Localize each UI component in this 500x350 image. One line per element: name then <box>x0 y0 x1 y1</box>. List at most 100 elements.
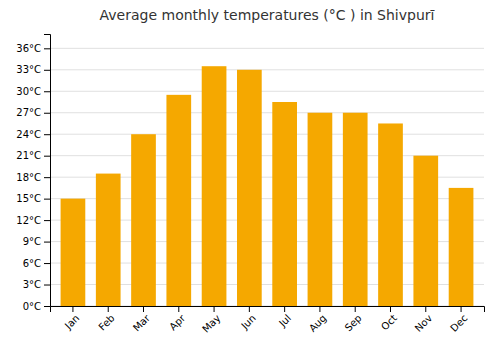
tick: 6°C <box>23 258 50 269</box>
axis-line <box>44 35 51 307</box>
tick-mark <box>214 306 215 312</box>
tick-mark <box>461 306 462 312</box>
tick-label: 27°C <box>16 107 41 118</box>
tick-label: Jun <box>238 312 258 332</box>
tick-mark <box>425 306 426 312</box>
bar <box>449 188 474 306</box>
grid-line <box>50 112 484 113</box>
tick-mark <box>44 242 50 243</box>
tick: Jan <box>62 306 81 332</box>
grid-line <box>50 91 484 92</box>
grid <box>50 48 484 306</box>
tick-label: 0°C <box>23 301 41 312</box>
tick-label: Aug <box>307 312 329 334</box>
x-axis: Jan Feb Mar Apr May Jun Jul Aug Sep Oct Nov Dec <box>51 306 485 335</box>
grid-line <box>50 69 484 70</box>
bar <box>272 102 297 306</box>
tick-label: Jul <box>276 312 293 329</box>
bar <box>202 66 227 306</box>
tick-mark <box>178 306 179 312</box>
tick-mark <box>44 285 50 286</box>
tick-label: Mar <box>131 312 153 334</box>
tick: 12°C <box>16 215 50 226</box>
tick-label: May <box>200 312 222 334</box>
grid-line <box>50 48 484 49</box>
tick-label: 21°C <box>16 150 41 161</box>
tick: Mar <box>131 306 153 333</box>
tick-mark <box>72 306 73 312</box>
tick-mark <box>355 306 356 312</box>
bar <box>378 123 403 306</box>
tick: 21°C <box>16 150 50 161</box>
bar <box>166 95 191 306</box>
tick: Aug <box>307 306 329 334</box>
tick-label: 36°C <box>16 43 41 54</box>
bar <box>96 174 121 306</box>
axis-line <box>51 307 485 313</box>
tick-mark <box>44 220 50 221</box>
bar <box>308 113 333 306</box>
tick: 9°C <box>23 236 50 247</box>
tick-label: 18°C <box>16 172 41 183</box>
tick-label: 6°C <box>23 258 41 269</box>
tick-mark <box>44 134 50 135</box>
tick: 15°C <box>16 193 50 204</box>
chart: 0°C 3°C 6°C 9°C 12°C 15°C 18°C 21°C 24°C 27°C 30°C… <box>0 0 500 350</box>
tick-label: 9°C <box>23 236 41 247</box>
tick-mark <box>319 306 320 312</box>
tick: 24°C <box>16 129 50 140</box>
tick-label: 30°C <box>16 86 41 97</box>
tick-mark <box>390 306 391 312</box>
tick: Feb <box>96 306 116 333</box>
tick-label: Nov <box>413 312 435 334</box>
tick-label: 15°C <box>16 193 41 204</box>
bar <box>343 113 368 306</box>
tick-mark <box>44 156 50 157</box>
tick-label: Sep <box>343 312 364 333</box>
tick: Oct <box>379 306 399 332</box>
tick: Sep <box>343 306 364 333</box>
tick-label: Feb <box>96 312 116 332</box>
grid-line <box>50 134 484 135</box>
tick: 27°C <box>16 107 50 118</box>
tick-mark <box>44 306 50 307</box>
plot-area <box>61 66 474 306</box>
tick-label: 3°C <box>23 279 41 290</box>
tick: Apr <box>167 306 188 332</box>
tick-mark <box>249 306 250 312</box>
tick: 18°C <box>16 172 50 183</box>
tick-label: Apr <box>167 312 188 333</box>
bar <box>413 156 438 306</box>
bar <box>237 70 262 306</box>
tick: Jun <box>238 306 258 332</box>
tick: Nov <box>413 306 435 334</box>
tick-label: Jan <box>62 312 81 331</box>
tick-label: 24°C <box>16 129 41 140</box>
tick-mark <box>44 263 50 264</box>
tick: May <box>200 306 222 335</box>
tick: Dec <box>448 306 469 334</box>
tick-label: 33°C <box>16 64 41 75</box>
tick: 33°C <box>16 64 50 75</box>
tick: 0°C <box>23 301 50 312</box>
tick-mark <box>44 70 50 71</box>
tick: 30°C <box>16 86 50 97</box>
tick-mark <box>44 199 50 200</box>
tick-label: Dec <box>448 312 469 333</box>
y-axis: 0°C 3°C 6°C 9°C 12°C 15°C 18°C 21°C 24°C 27°C 30°C… <box>16 35 50 312</box>
tick: 36°C <box>16 43 50 54</box>
tick-mark <box>44 177 50 178</box>
title: Average monthly temperatures (°C ) in Sh… <box>100 7 435 23</box>
tick-mark <box>44 91 50 92</box>
bar <box>61 199 86 306</box>
tick-mark <box>108 306 109 312</box>
tick-mark <box>284 306 285 312</box>
bar <box>131 134 156 306</box>
tick-mark <box>44 48 50 49</box>
tick: Jul <box>276 306 293 329</box>
tick-label: 12°C <box>16 215 41 226</box>
tick-mark <box>143 306 144 312</box>
tick-label: Oct <box>379 312 399 332</box>
tick: 3°C <box>23 279 50 290</box>
tick-mark <box>44 113 50 114</box>
